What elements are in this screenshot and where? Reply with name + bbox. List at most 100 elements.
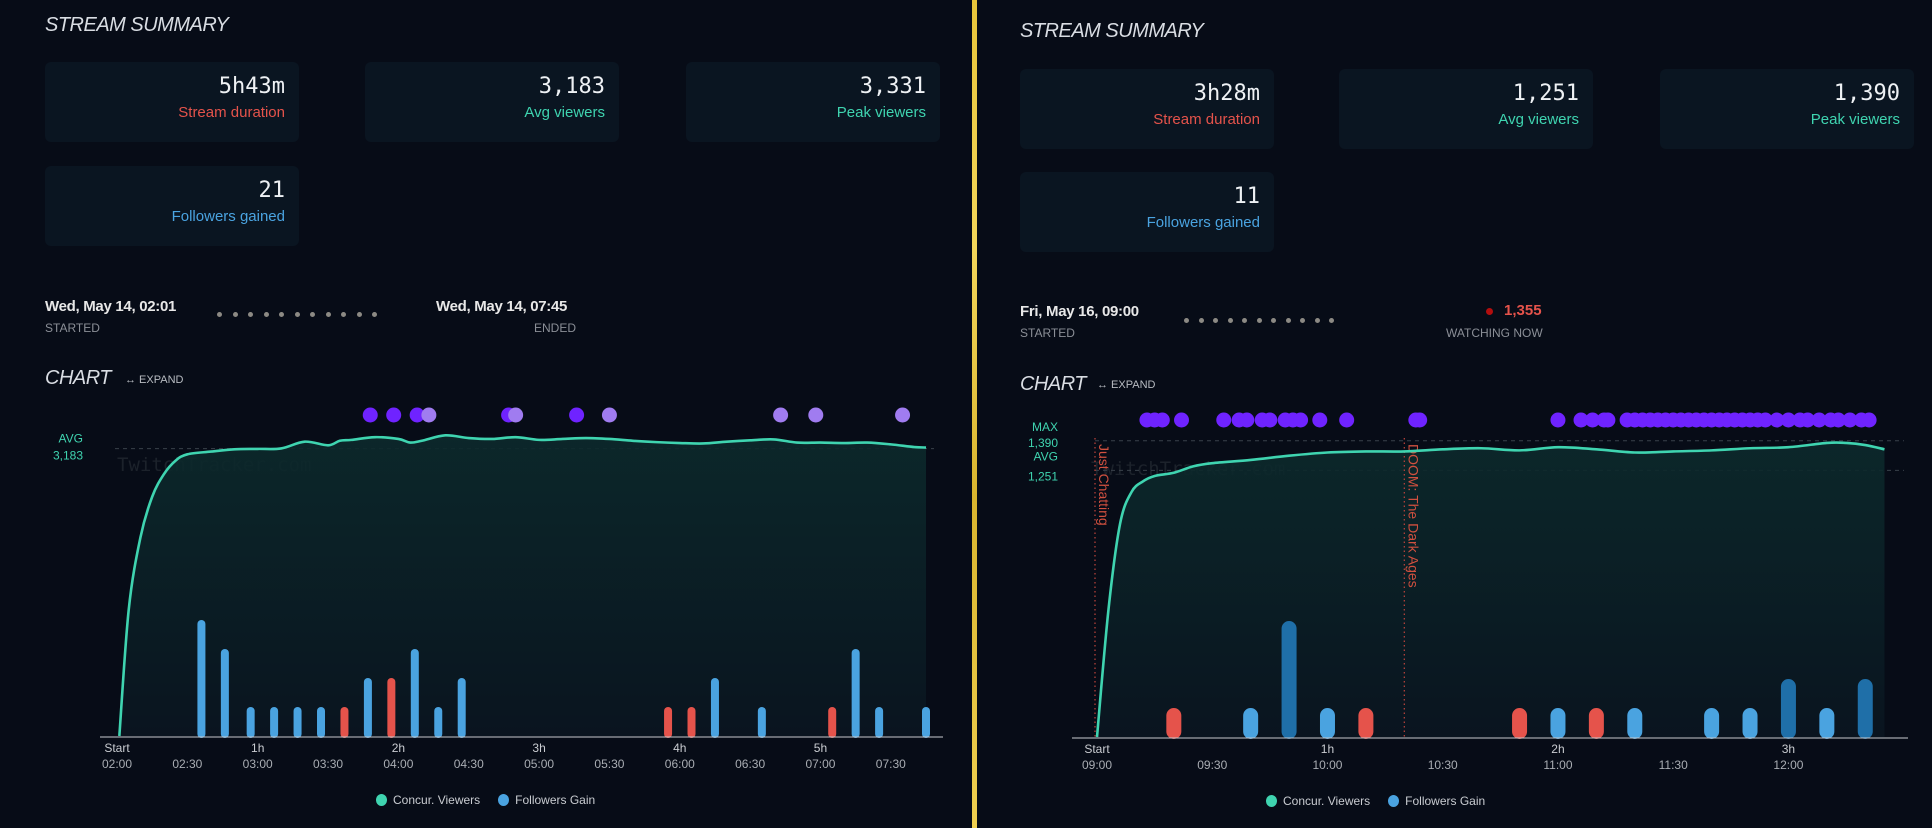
stat-value: 3,183 — [538, 74, 605, 99]
chart-title: CHART — [1020, 373, 1087, 395]
stat-value: 3h28m — [1193, 81, 1260, 106]
viewers-chart: TwitchTracker.comAVG3,183Start1h2h3h4h5h… — [53, 407, 943, 771]
followers-bar — [1857, 679, 1873, 739]
ended-label: ENDED — [534, 321, 577, 335]
started-label: STARTED — [45, 321, 100, 335]
followers-bar — [1319, 708, 1335, 739]
followers-bar — [1243, 708, 1259, 739]
viewers-line — [1095, 441, 1885, 738]
followers-bar — [457, 678, 466, 738]
circle-teal-icon — [376, 794, 387, 806]
raid-marker-icon — [1861, 412, 1877, 428]
live-indicator-icon — [1486, 308, 1493, 315]
raid-marker-icon — [1800, 412, 1816, 428]
raid-marker-icon — [808, 407, 824, 423]
viewers-area — [1097, 442, 1885, 737]
x-tick-label-time: 05:00 — [524, 757, 554, 771]
legend-label: Concur. Viewers — [1283, 794, 1371, 808]
followers-bar — [1704, 708, 1720, 739]
section-title-stream-summary: STREAM SUMMARY — [1020, 20, 1204, 42]
section-title-stream-summary: STREAM SUMMARY — [45, 14, 229, 36]
raid-marker-icon — [1174, 412, 1190, 428]
watching-now-label: WATCHING NOW — [1446, 326, 1543, 340]
raid-marker-icon — [409, 407, 425, 423]
stat-value: 11 — [1233, 184, 1261, 209]
x-tick-label-time: 06:30 — [735, 757, 765, 771]
raid-marker-icon — [1312, 412, 1328, 428]
raid-marker-icon — [1600, 412, 1616, 428]
followers-bar — [1166, 708, 1182, 739]
legend-item-followers[interactable]: Followers Gain — [1388, 794, 1485, 808]
x-tick-label-time: 10:30 — [1428, 758, 1458, 772]
x-tick-label-time: 11:30 — [1659, 758, 1688, 772]
x-tick-label-time: 03:30 — [313, 757, 343, 771]
raid-marker-icon — [1842, 412, 1858, 428]
x-tick-label-duration: 2h — [1551, 742, 1564, 756]
followers-bar — [687, 707, 696, 738]
stat-card-followers: 11 Followers gained — [1020, 172, 1274, 252]
raid-marker-icon — [569, 407, 585, 423]
legend-item-followers[interactable]: Followers Gain — [498, 793, 595, 807]
followers-bar — [270, 707, 279, 738]
x-tick-label-time: 04:00 — [383, 757, 413, 771]
stat-label: Followers gained — [1146, 214, 1260, 231]
stat-label: Followers gained — [171, 208, 285, 225]
x-tick-label-duration: 1h — [1321, 742, 1334, 756]
followers-bar — [197, 620, 206, 738]
chart-legend: Concur. Viewers Followers Gain — [376, 793, 595, 807]
stat-value: 5h43m — [218, 74, 285, 99]
circle-teal-icon — [1266, 795, 1277, 807]
legend-label: Followers Gain — [1405, 794, 1486, 808]
raid-marker-icon — [1585, 412, 1601, 428]
x-tick-label-time: 12:00 — [1773, 758, 1803, 772]
raid-marker-icon — [1239, 412, 1255, 428]
x-tick-label-duration: 2h — [392, 741, 405, 755]
expand-button[interactable]: ↔ EXPAND — [1097, 379, 1156, 391]
raid-marker-icon — [1216, 412, 1232, 428]
raid-marker-icon — [773, 407, 789, 423]
followers-bar — [1281, 621, 1297, 739]
followers-bar — [875, 707, 884, 738]
stat-card-peak-viewers: 1,390 Peak viewers — [1660, 69, 1914, 149]
stat-value: 1,251 — [1512, 81, 1579, 106]
x-tick-label-time: 04:30 — [454, 757, 484, 771]
legend-label: Followers Gain — [515, 793, 596, 807]
circle-blue-icon — [498, 794, 510, 806]
timeline-dots — [1184, 318, 1334, 323]
reference-label-value: 1,251 — [1028, 469, 1058, 483]
x-tick-label-time: 09:30 — [1197, 758, 1227, 772]
reference-label-name: MAX — [1032, 420, 1058, 434]
stat-value: 21 — [258, 178, 286, 203]
followers-bar — [293, 707, 302, 738]
followers-bar — [1742, 708, 1758, 739]
x-tick-label-duration: 1h — [251, 741, 264, 755]
x-tick-label-duration: 3h — [1782, 742, 1795, 756]
followers-bar — [757, 707, 766, 738]
expand-button[interactable]: ↔ EXPAND — [125, 374, 184, 386]
chart-title: CHART — [45, 367, 112, 389]
followers-bar — [851, 649, 860, 738]
raid-marker-icon — [1293, 412, 1309, 428]
reference-label-name: AVG — [1034, 449, 1058, 463]
followers-bar — [710, 678, 719, 738]
ended-datetime: Wed, May 14, 07:45 — [436, 298, 568, 315]
watching-now-value: 1,355 — [1504, 302, 1542, 319]
raid-marker-icon — [1154, 412, 1170, 428]
legend-item-viewers[interactable]: Concur. Viewers — [1266, 794, 1370, 808]
raid-marker-icon — [421, 407, 437, 423]
followers-bar — [246, 707, 255, 738]
followers-bar — [1819, 708, 1835, 739]
stat-label: Peak viewers — [836, 104, 926, 121]
legend-item-viewers[interactable]: Concur. Viewers — [376, 793, 480, 807]
raid-marker-icon — [1830, 412, 1846, 428]
stat-card-duration: 3h28m Stream duration — [1020, 69, 1274, 149]
followers-bar — [664, 707, 673, 738]
raid-marker-icon — [1339, 412, 1355, 428]
followers-bar — [1358, 708, 1374, 739]
stat-value: 1,390 — [1833, 81, 1900, 106]
followers-bar — [220, 649, 229, 738]
x-tick-label-time: 10:00 — [1312, 758, 1342, 772]
stat-label: Avg viewers — [524, 104, 605, 121]
followers-bar — [387, 678, 396, 738]
followers-bar — [340, 707, 349, 738]
